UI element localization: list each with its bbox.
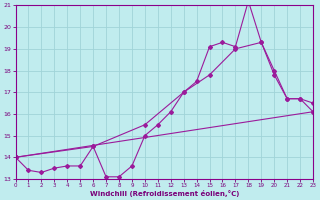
X-axis label: Windchill (Refroidissement éolien,°C): Windchill (Refroidissement éolien,°C) (90, 190, 239, 197)
